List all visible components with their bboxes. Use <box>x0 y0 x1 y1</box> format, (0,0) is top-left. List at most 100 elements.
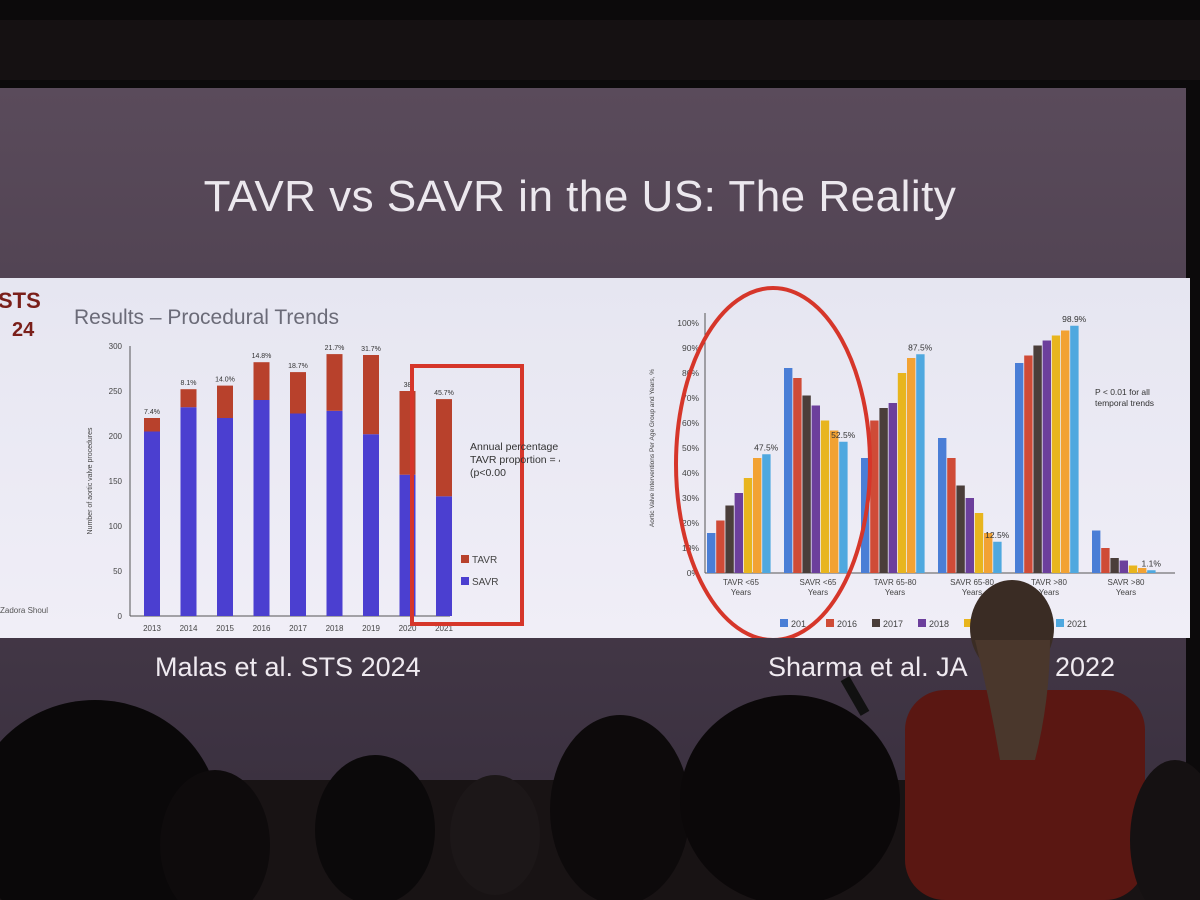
bar-2015 <box>707 533 716 573</box>
bar-2020 <box>907 358 916 573</box>
bar-2019 <box>820 420 830 573</box>
bar-2020 <box>830 430 839 573</box>
y-tick-label: 100% <box>677 318 699 328</box>
legend-swatch-tavr <box>461 555 469 563</box>
legend-swatch <box>964 619 972 627</box>
bar-data-label: 14.0% <box>215 377 235 384</box>
bar-2018 <box>1119 560 1128 573</box>
bar-savr <box>180 407 197 616</box>
bar-savr <box>290 413 306 616</box>
annotation-text: (p<0.00 <box>470 467 506 479</box>
bar-2016 <box>947 458 956 573</box>
bar-2020 <box>753 458 762 573</box>
y-tick-label: 90% <box>682 343 699 353</box>
bar-tavr <box>253 362 270 400</box>
highlight-box <box>410 364 524 626</box>
slide-title: TAVR vs SAVR in the US: The Reality <box>203 172 957 221</box>
y-tick-label: 300 <box>109 342 123 351</box>
right-grouped-bar-chart: 0%10%20%30%40%50%60%70%80%90%100%Aortic … <box>649 286 1175 638</box>
bar-2016 <box>1024 355 1033 573</box>
left-citation: Malas et al. STS 2024 <box>155 652 421 682</box>
bar-savr <box>436 496 452 616</box>
bar-data-label: 45.7% <box>434 390 454 397</box>
bar-2021 <box>1147 570 1156 573</box>
legend-label: 2021 <box>1067 619 1087 629</box>
bar-2017 <box>879 408 888 573</box>
bar-2017 <box>725 505 734 573</box>
annotation-text: TAVR proportion = 4.7% <box>470 454 560 466</box>
legend-swatch <box>872 619 880 627</box>
bar-tavr <box>217 385 233 418</box>
bar-2018 <box>965 498 974 573</box>
y-tick-label: 50% <box>682 443 699 453</box>
bar-2021 <box>762 454 771 573</box>
sts-logo-top: STS <box>0 288 41 313</box>
legend-label: 2016 <box>837 619 857 629</box>
legend-swatch-savr <box>461 577 469 585</box>
x-tick-label: TAVR >80 <box>1031 578 1067 587</box>
x-tick-label: 2017 <box>289 624 307 633</box>
left-stacked-bar-chart: STS 24 Results – Procedural Trends 0 50 100 15… <box>0 288 560 633</box>
bar-2016 <box>870 420 879 573</box>
y-tick-label: 0 <box>118 612 123 621</box>
bar-2019 <box>1051 335 1061 573</box>
x-tick-label: TAVR <65 <box>723 578 759 587</box>
bar-tavr <box>180 389 197 408</box>
bar-2019 <box>1128 565 1138 573</box>
bar-2019 <box>897 373 907 573</box>
y-tick-label: 40% <box>682 468 699 478</box>
x-tick-label: SAVR 65-80 <box>950 578 994 587</box>
bar-tavr <box>144 418 160 432</box>
y-tick-label: 150 <box>109 477 123 486</box>
x-tick-label: 2021 <box>435 624 453 633</box>
bar-data-label: 14.8% <box>252 353 272 360</box>
right-citation-start: Sharma et al. JA <box>768 652 968 682</box>
bar-2018 <box>888 403 897 573</box>
footer-name: Zadora Shoul <box>0 606 48 615</box>
y-tick-label: 70% <box>682 393 699 403</box>
legend-label: 2018 <box>929 619 949 629</box>
y-tick-label: 100 <box>109 522 123 531</box>
x-tick-label: Years <box>1116 588 1136 597</box>
bar-data-label: 47.5% <box>754 442 779 452</box>
x-tick-label: 2015 <box>216 624 234 633</box>
bar-data-label: 18.7% <box>288 363 308 370</box>
bar-2016 <box>1101 548 1110 573</box>
x-tick-label: 2019 <box>362 624 380 633</box>
bar-savr <box>326 410 343 616</box>
legend-swatch <box>918 619 926 627</box>
bar-2021 <box>993 541 1002 573</box>
bar-2015 <box>938 438 947 573</box>
legend-swatch <box>826 619 834 627</box>
y-tick-label: 10% <box>682 543 699 553</box>
bar-tavr <box>436 399 452 497</box>
bar-data-label: 12.5% <box>985 530 1010 540</box>
y-axis-title: Aortic Valve Interventions Per Age Group… <box>649 369 656 527</box>
bar-savr <box>217 418 233 616</box>
bar-2015 <box>784 368 793 573</box>
x-tick-label: 2020 <box>399 624 417 633</box>
legend-label: 201 <box>791 619 806 629</box>
legend-label-savr: SAVR <box>472 577 499 588</box>
left-panel-heading: Results – Procedural Trends <box>74 306 339 329</box>
bar-2015 <box>1092 530 1101 573</box>
legend-swatch <box>780 619 788 627</box>
figure-panel <box>0 278 1190 638</box>
bar-2015 <box>1015 363 1024 573</box>
bar-2016 <box>716 520 725 573</box>
y-axis-title: Number of aortic valve procedures <box>87 427 94 534</box>
bar-savr <box>253 400 270 616</box>
legend-swatch <box>1056 619 1064 627</box>
y-tick-label: 250 <box>109 387 123 396</box>
bar-data-label: 98.9% <box>1062 314 1087 324</box>
y-tick-label: 60% <box>682 418 699 428</box>
y-tick-label: 50 <box>113 567 122 576</box>
bar-data-label: 7.4% <box>144 409 160 416</box>
bar-data-label: 38 <box>404 382 412 389</box>
x-tick-label: 2013 <box>143 624 161 633</box>
x-tick-label: 2014 <box>180 624 198 633</box>
bar-2018 <box>734 493 743 573</box>
y-tick-label: 20% <box>682 518 699 528</box>
x-tick-label: Years <box>885 588 905 597</box>
bar-2019 <box>974 513 984 573</box>
